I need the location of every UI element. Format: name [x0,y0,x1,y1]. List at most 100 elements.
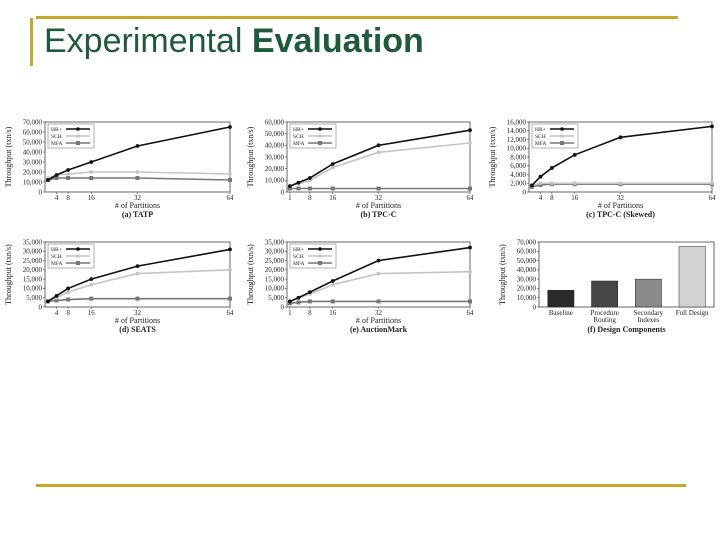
legend-label: MFA [535,141,547,147]
legend-label: HR+ [293,127,304,133]
x-axis-label: # of Partitions [598,201,643,210]
series-point-hrplus [376,258,381,263]
y-tick-label: 15,000 [265,275,285,283]
series-point-sch [89,282,94,287]
y-tick-label: 35,000 [23,238,43,246]
y-tick-label: 70,000 [23,118,43,126]
series-point-hrplus [45,299,50,304]
y-tick-label: 60,000 [265,118,285,126]
category-label: Indexes [637,316,659,324]
series-point-mfa [330,186,335,191]
series-point-sch [710,181,714,186]
x-tick-label: 4 [539,194,543,202]
legend-label: MFA [293,141,305,147]
y-tick-label: 20,000 [23,266,43,274]
series-point-hrplus [468,128,472,133]
y-axis-label: Throughput (txn/s) [4,244,13,305]
series-point-sch [618,181,623,186]
series-point-hrplus [538,174,543,179]
x-tick-label: 64 [467,194,475,202]
series-point-hrplus [710,124,714,129]
legend-marker [318,134,322,138]
y-tick-label: 25,000 [265,257,285,265]
y-tick-label: 0 [39,303,43,311]
y-tick-label: 35,000 [265,238,285,246]
x-tick-label: 16 [329,309,337,317]
y-tick-label: 12,000 [507,136,527,144]
y-tick-label: 60,000 [23,128,43,136]
series-point-mfa [66,176,71,180]
chart-tatp: 0 10,000 20,000 30,000 40,000 50,000 60,000 70,… [4,118,235,219]
series-point-mfa [287,186,292,191]
category-label: Secondary [634,309,664,317]
legend-label: HR+ [535,127,546,133]
series-point-sch [228,172,232,176]
series-point-hrplus [228,247,232,252]
y-tick-label: 70,000 [517,238,537,246]
y-tick-label: 30,000 [265,248,285,256]
series-point-sch [376,150,381,155]
bar [635,278,662,308]
legend-label: SCH [293,134,304,140]
legend-marker [76,127,80,131]
legend-marker [318,247,322,251]
y-tick-label: 0 [523,188,527,196]
y-tick-label: 50,000 [517,257,537,265]
y-tick-label: 5,000 [268,294,284,302]
x-tick-label: 32 [134,194,142,202]
y-tick-label: 30,000 [265,153,285,161]
legend-marker [318,261,322,265]
series-point-sch [468,269,472,274]
chart-caption: (a) TATP [122,210,153,219]
series-line-sch [289,270,471,303]
legend-label: HR+ [51,247,62,253]
x-tick-label: 64 [709,194,717,202]
x-tick-label: 16 [571,194,579,202]
chart-caption: (e) AuctionMark [350,325,408,334]
series-point-mfa [66,297,71,302]
x-tick-label: 8 [66,309,70,317]
chart-caption: (d) SEATS [119,325,156,334]
series-point-mfa [307,299,312,304]
series-point-hrplus [287,299,292,304]
y-axis-label: Throughput (txn/s) [488,126,497,187]
series-point-hrplus [54,293,59,298]
series-point-mfa [228,296,232,301]
x-tick-label: 8 [308,309,312,317]
y-axis-label: Throughput (txn/s) [498,244,507,305]
x-tick-label: 32 [617,194,625,202]
legend-label: SCH [293,254,304,260]
series-point-hrplus [296,295,301,300]
chart-caption: (b) TPC-C [360,210,396,219]
y-tick-label: 10,000 [265,177,285,185]
x-axis-label: # of Partitions [115,201,160,210]
x-tick-label: 16 [88,194,96,202]
y-tick-label: 8,000 [510,153,526,161]
y-tick-label: 15,000 [23,275,43,283]
series-point-mfa [228,178,232,182]
x-tick-label: 64 [227,194,235,202]
legend-label: SCH [535,134,546,140]
legend-label: MFA [51,261,63,267]
series-point-mfa [376,299,381,304]
series-point-mfa [296,300,301,305]
y-tick-label: 10,000 [265,285,285,293]
legend-label: MFA [51,141,63,147]
legend-marker [76,247,80,251]
legend-marker [76,254,80,258]
x-axis-label: # of Partitions [356,201,401,210]
x-tick-label: 4 [55,309,59,317]
legend-marker [76,261,80,265]
series-line-hrplus [531,125,713,186]
legend-label: HR+ [293,247,304,253]
series-point-mfa [135,176,140,180]
y-tick-label: 40,000 [265,142,285,150]
y-tick-label: 40,000 [23,148,43,156]
y-tick-label: 5,000 [26,294,42,302]
series-point-sch [135,170,140,174]
y-axis-label: Throughput (txn/s) [246,244,255,305]
series-point-hrplus [89,277,94,282]
accent-bottom-line [36,484,686,487]
x-tick-label: 32 [375,194,383,202]
